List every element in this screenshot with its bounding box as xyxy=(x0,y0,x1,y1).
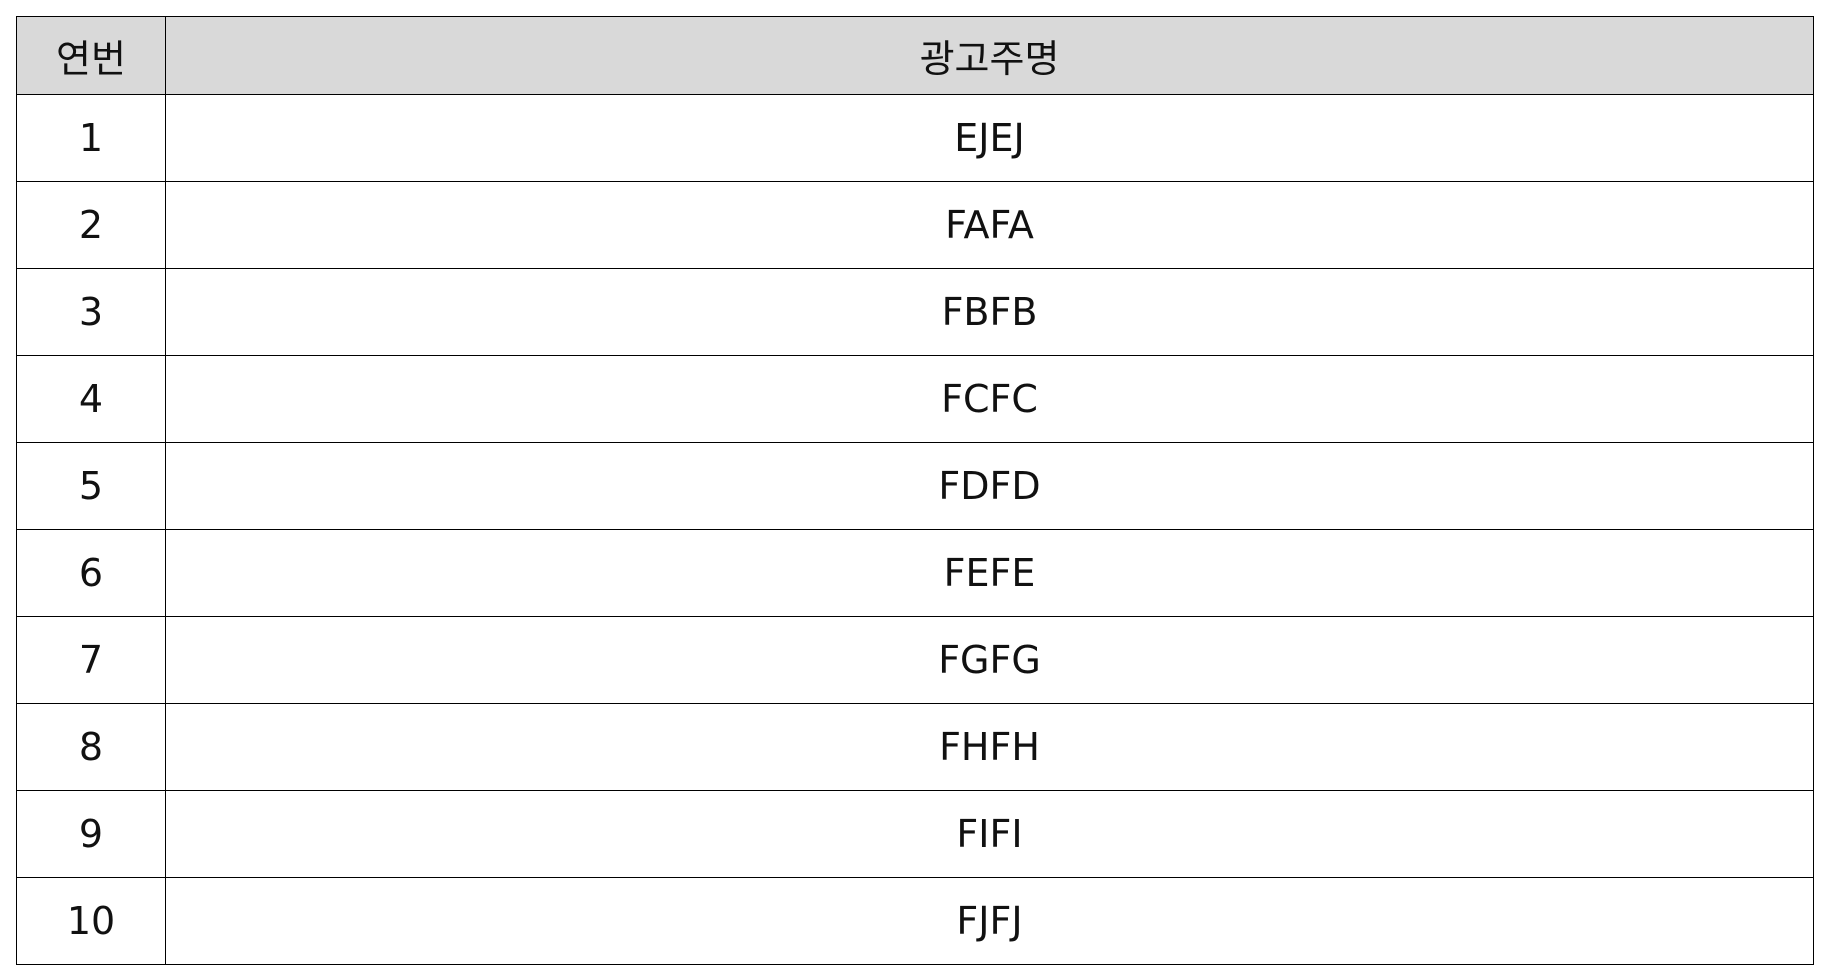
table-row: 3 FBFB xyxy=(16,268,1814,356)
cell-serial-number: 6 xyxy=(16,529,166,617)
advertiser-table: 연번 광고주명 1 EJEJ 2 FAFA 3 FBFB 4 FCFC 5 xyxy=(16,16,1814,965)
cell-serial-number: 4 xyxy=(16,355,166,443)
table-row: 2 FAFA xyxy=(16,181,1814,269)
cell-serial-number: 1 xyxy=(16,94,166,182)
cell-advertiser-name: FCFC xyxy=(165,355,1814,443)
cell-advertiser-name: FAFA xyxy=(165,181,1814,269)
table-row: 10 FJFJ xyxy=(16,877,1814,965)
advertiser-table-container: 연번 광고주명 1 EJEJ 2 FAFA 3 FBFB 4 FCFC 5 xyxy=(16,16,1814,965)
cell-advertiser-name: FJFJ xyxy=(165,877,1814,965)
cell-serial-number: 9 xyxy=(16,790,166,878)
table-row: 8 FHFH xyxy=(16,703,1814,791)
cell-advertiser-name: FGFG xyxy=(165,616,1814,704)
table-row: 6 FEFE xyxy=(16,529,1814,617)
cell-serial-number: 8 xyxy=(16,703,166,791)
table-header: 연번 광고주명 xyxy=(16,16,1814,95)
table-row: 5 FDFD xyxy=(16,442,1814,530)
cell-serial-number: 5 xyxy=(16,442,166,530)
header-serial-number: 연번 xyxy=(16,16,166,95)
cell-advertiser-name: FHFH xyxy=(165,703,1814,791)
table-body: 1 EJEJ 2 FAFA 3 FBFB 4 FCFC 5 FDFD 6 FEF… xyxy=(16,94,1814,965)
cell-serial-number: 3 xyxy=(16,268,166,356)
cell-advertiser-name: FEFE xyxy=(165,529,1814,617)
cell-serial-number: 10 xyxy=(16,877,166,965)
cell-advertiser-name: FDFD xyxy=(165,442,1814,530)
cell-advertiser-name: EJEJ xyxy=(165,94,1814,182)
cell-advertiser-name: FBFB xyxy=(165,268,1814,356)
header-row: 연번 광고주명 xyxy=(16,16,1814,95)
cell-serial-number: 7 xyxy=(16,616,166,704)
header-advertiser-name: 광고주명 xyxy=(165,16,1814,95)
cell-serial-number: 2 xyxy=(16,181,166,269)
table-row: 4 FCFC xyxy=(16,355,1814,443)
table-row: 7 FGFG xyxy=(16,616,1814,704)
cell-advertiser-name: FIFI xyxy=(165,790,1814,878)
table-row: 9 FIFI xyxy=(16,790,1814,878)
table-row: 1 EJEJ xyxy=(16,94,1814,182)
